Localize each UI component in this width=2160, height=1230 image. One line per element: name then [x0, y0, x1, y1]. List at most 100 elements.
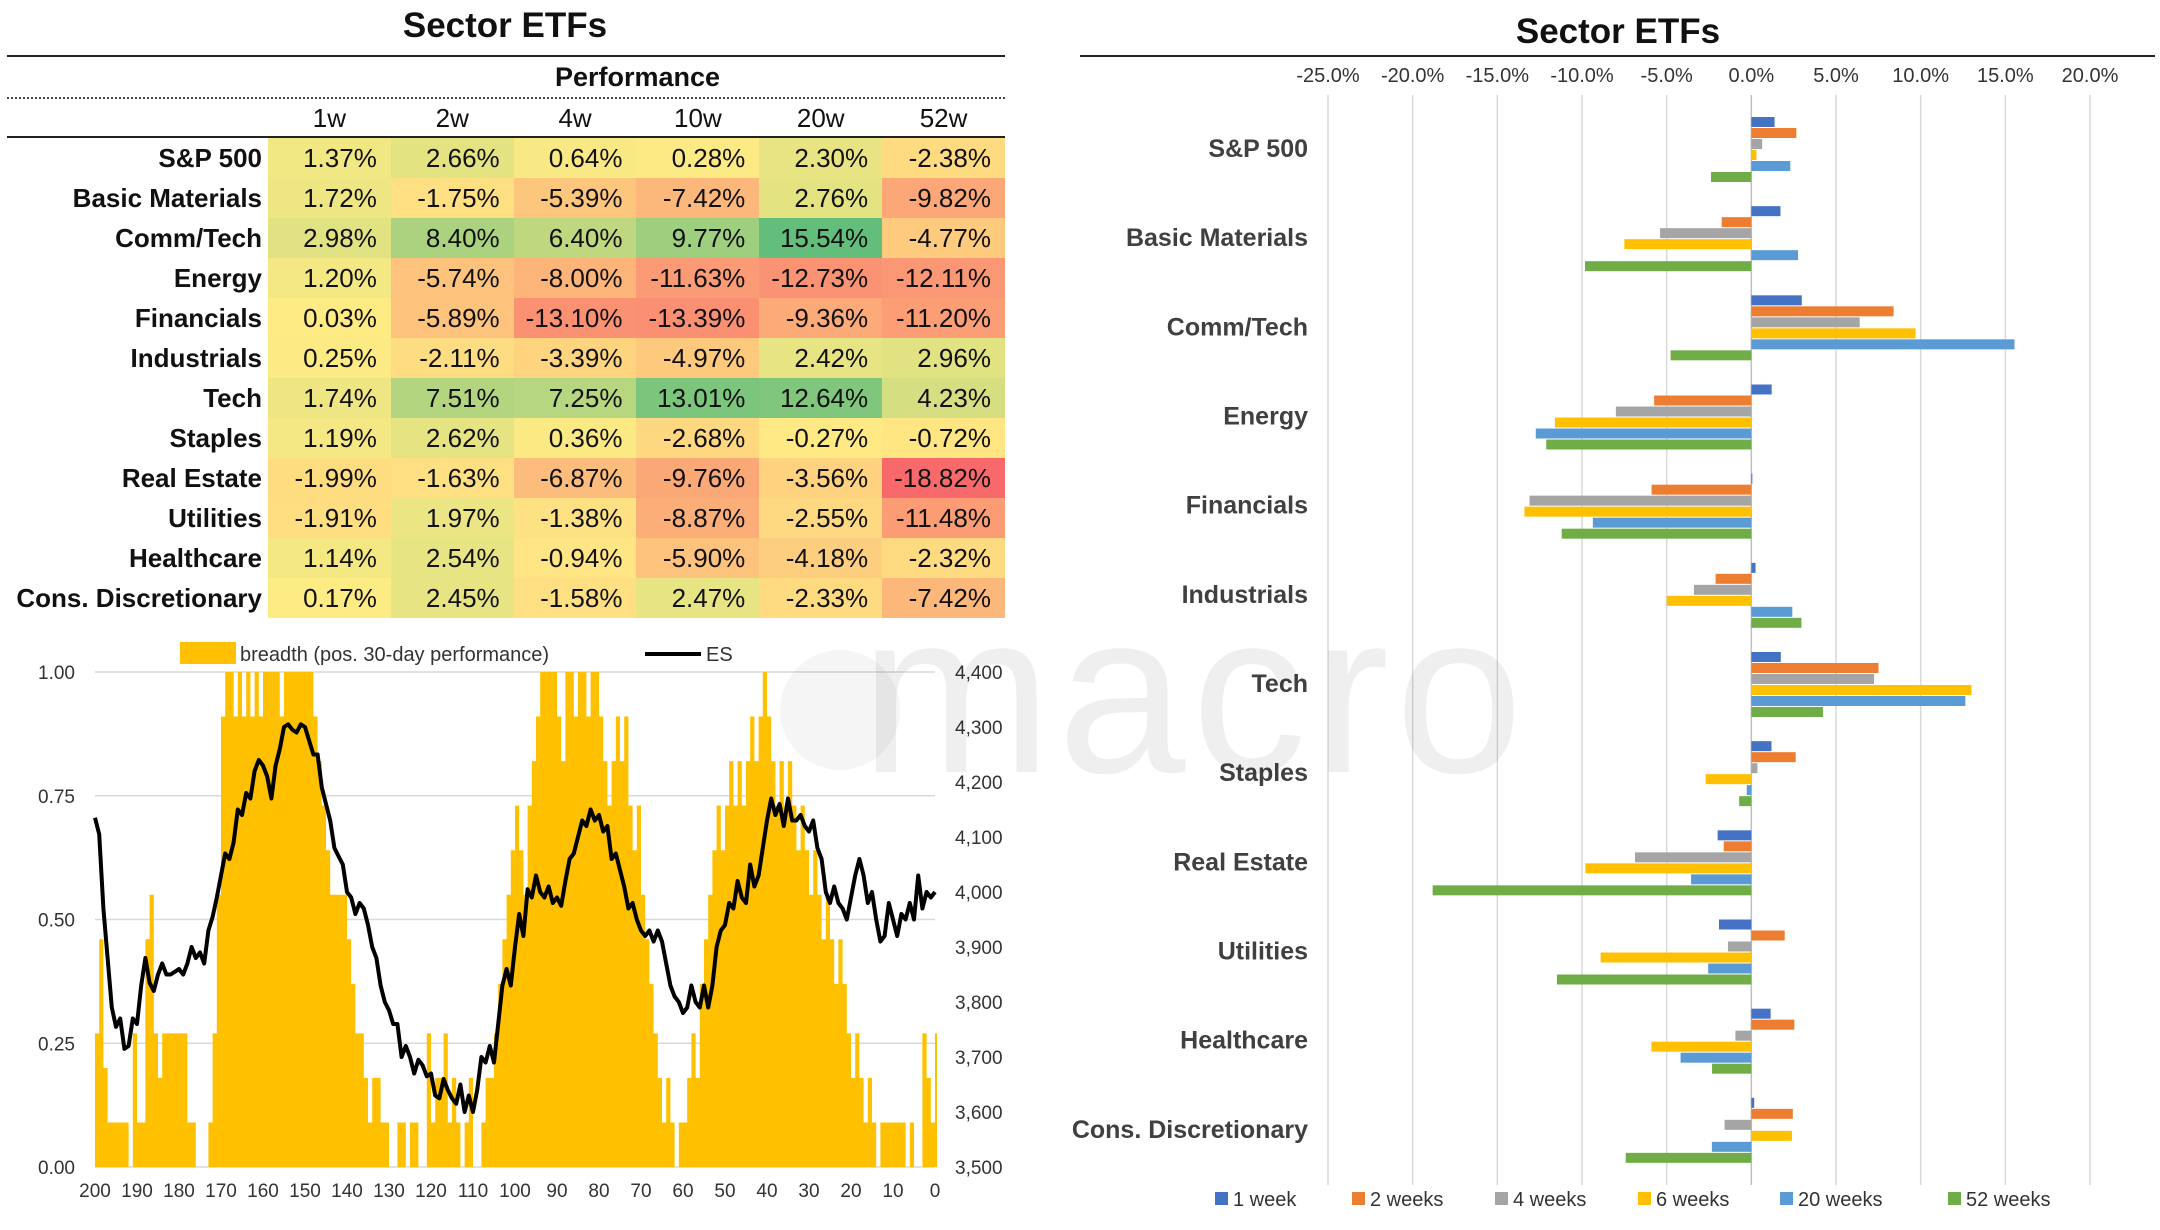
bar — [1751, 128, 1797, 138]
y-left-tick-label: 1.00 — [38, 663, 75, 684]
performance-caption: Performance — [554, 62, 721, 92]
table-cell: -1.63% — [390, 458, 514, 498]
bar — [1723, 841, 1752, 852]
sector-bar-chart: Sector ETFs -25.0% -20.0% -15.0% -10.0% -5.0%… — [1072, 12, 2155, 1211]
bar — [1751, 139, 1763, 149]
bar — [1660, 228, 1752, 239]
table-cell: -4.18% — [759, 538, 883, 578]
x-tick-label: 5.0% — [1813, 65, 1859, 87]
table-cell: 0.28% — [636, 138, 760, 178]
bar — [1751, 652, 1781, 662]
heatmap-title: Sector ETFs — [402, 6, 608, 45]
x-tick-label: 60 — [672, 1181, 693, 1202]
bar-chart-title: Sector ETFs — [1516, 12, 1720, 51]
table-cell: -3.39% — [513, 338, 637, 378]
table-cell: 1.14% — [268, 538, 391, 578]
bar — [1751, 117, 1775, 127]
bar — [1751, 1130, 1792, 1141]
x-tick-label: 170 — [205, 1181, 237, 1202]
y-right-tick-label: 3,800 — [955, 993, 1003, 1014]
bar — [1751, 328, 1916, 339]
bar — [1693, 584, 1752, 595]
bar — [1746, 785, 1752, 796]
category-label: Healthcare — [1180, 1027, 1308, 1055]
column-header-1w: 1w — [312, 103, 347, 133]
y-right-tick-label: 4,300 — [955, 718, 1003, 739]
legend-swatch — [1948, 1192, 1961, 1205]
table-cell: -11.48% — [882, 498, 1005, 538]
x-tick-label: 80 — [588, 1181, 609, 1202]
bar — [1554, 417, 1752, 428]
bar — [1735, 1030, 1752, 1041]
row-label: Healthcare — [129, 543, 262, 573]
row-label: Utilities — [168, 503, 262, 533]
category-label: Financials — [1186, 492, 1308, 520]
table-row: Healthcare 1.14% 2.54% -0.94% -5.90% -4.18% -2… — [7, 538, 1005, 578]
bar — [1561, 528, 1752, 539]
bar — [1751, 674, 1875, 684]
legend-label: 1 week — [1233, 1189, 1297, 1211]
bar — [1727, 941, 1752, 952]
table-cell: -1.75% — [390, 178, 514, 218]
table-cell: 1.97% — [390, 498, 514, 538]
bar — [1751, 562, 1756, 573]
bar — [1615, 406, 1752, 417]
x-tick-label: 40 — [756, 1181, 777, 1202]
table-cell: 2.96% — [882, 338, 1005, 378]
category-label: Comm/Tech — [1167, 313, 1308, 341]
table-row: Tech 1.74% 7.51% 7.25% 13.01% 12.64% 4.23% — [7, 378, 1005, 418]
table-cell: 2.98% — [268, 218, 391, 258]
x-tick-label: 140 — [331, 1181, 363, 1202]
bar — [1715, 573, 1752, 584]
legend-swatch — [1495, 1192, 1508, 1205]
table-row: Cons. Discretionary 0.17% 2.45% -1.58% 2.47%… — [7, 578, 1005, 618]
y-right-tick-label: 4,000 — [955, 883, 1003, 904]
bar — [1651, 484, 1752, 495]
row-label: Tech — [203, 383, 262, 413]
bar — [1711, 1141, 1752, 1152]
x-tick-label: 20.0% — [2062, 65, 2119, 87]
x-tick-label: 70 — [630, 1181, 651, 1202]
table-row: Energy 1.20% -5.74% -8.00% -11.63% -12.73% -12… — [7, 258, 1005, 298]
table-cell: 15.54% — [759, 218, 883, 258]
category-label: Cons. Discretionary — [1072, 1116, 1308, 1144]
x-tick-label: 50 — [714, 1181, 735, 1202]
legend-swatch — [1780, 1192, 1793, 1205]
table-cell: 2.30% — [759, 138, 883, 178]
bar — [1751, 663, 1879, 673]
bar — [1751, 250, 1799, 261]
column-header-4w: 4w — [558, 103, 592, 133]
table-cell: -18.82% — [882, 458, 1005, 498]
table-cell: -4.97% — [636, 338, 760, 378]
bar — [1718, 919, 1752, 930]
table-cell: 1.74% — [268, 378, 391, 418]
table-cell: 1.20% — [268, 258, 391, 298]
table-row: Comm/Tech 2.98% 8.40% 6.40% 9.77% 15.54% -4.77… — [7, 218, 1005, 258]
bar — [1666, 595, 1752, 606]
caption-divider — [7, 97, 1005, 99]
bar — [1712, 1063, 1752, 1074]
category-label: Real Estate — [1173, 848, 1308, 876]
bar — [1717, 830, 1752, 841]
bar — [1724, 1119, 1752, 1130]
bar — [1751, 384, 1772, 395]
x-tick-label: 15.0% — [1977, 65, 2034, 87]
bar — [1546, 439, 1752, 450]
bar — [1751, 707, 1823, 717]
row-label: Financials — [134, 303, 262, 333]
breadth-es-chart: 0.00 0.25 0.50 0.75 1.00 3,500 3,600 3,700 3,800… — [38, 642, 1003, 1202]
bar — [1751, 1019, 1795, 1030]
table-cell: -2.11% — [390, 338, 514, 378]
table-cell: 0.36% — [513, 418, 637, 458]
table-cell: 8.40% — [390, 218, 514, 258]
table-cell: -2.32% — [882, 538, 1005, 578]
table-cell: 7.51% — [390, 378, 514, 418]
bar — [1585, 863, 1752, 874]
bar — [1708, 963, 1752, 974]
table-cell: -9.76% — [636, 458, 760, 498]
table-cell: -9.82% — [882, 178, 1005, 218]
table-cell: -8.87% — [636, 498, 760, 538]
table-cell: 1.72% — [268, 178, 391, 218]
y-left-tick-label: 0.50 — [38, 911, 75, 932]
bar — [1751, 696, 1966, 706]
